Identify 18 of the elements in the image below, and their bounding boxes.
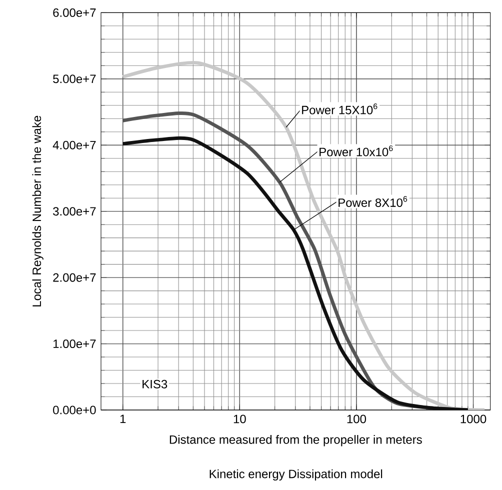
y-tick-label: 0.00e+0 (53, 406, 96, 414)
y-tick-label: 4.00e+7 (52, 140, 96, 150)
annotation: Power 10x10$^{6}$ (320, 145, 393, 156)
x-tick-label: 100 (347, 414, 366, 424)
annotation: KIS3 (142, 380, 168, 388)
annotation: Power 15X10$^{6}$ (302, 104, 378, 114)
y-tick-label: 5.00e+7 (53, 74, 96, 84)
y-tick-label: 6.00e+7 (53, 8, 96, 17)
y-tick-label: 1.00e+7 (54, 340, 96, 348)
y-tick-label: 3.00e+7 (53, 207, 96, 216)
y-tick-label: 2.00e+7 (53, 273, 96, 282)
x-tick-label: 1000 (460, 414, 486, 424)
x-axis-title: Distance measured from the propeller in meters (170, 435, 422, 446)
annotation: Power 8X10$^{6}$ (338, 196, 408, 207)
y-axis-title: Local Reynolds Number in the wake (32, 116, 44, 306)
x-tick-label: 1 (120, 414, 126, 423)
text: Kinetic energy Dissipation model (210, 469, 382, 481)
x-tick-label: 10 (234, 414, 246, 424)
